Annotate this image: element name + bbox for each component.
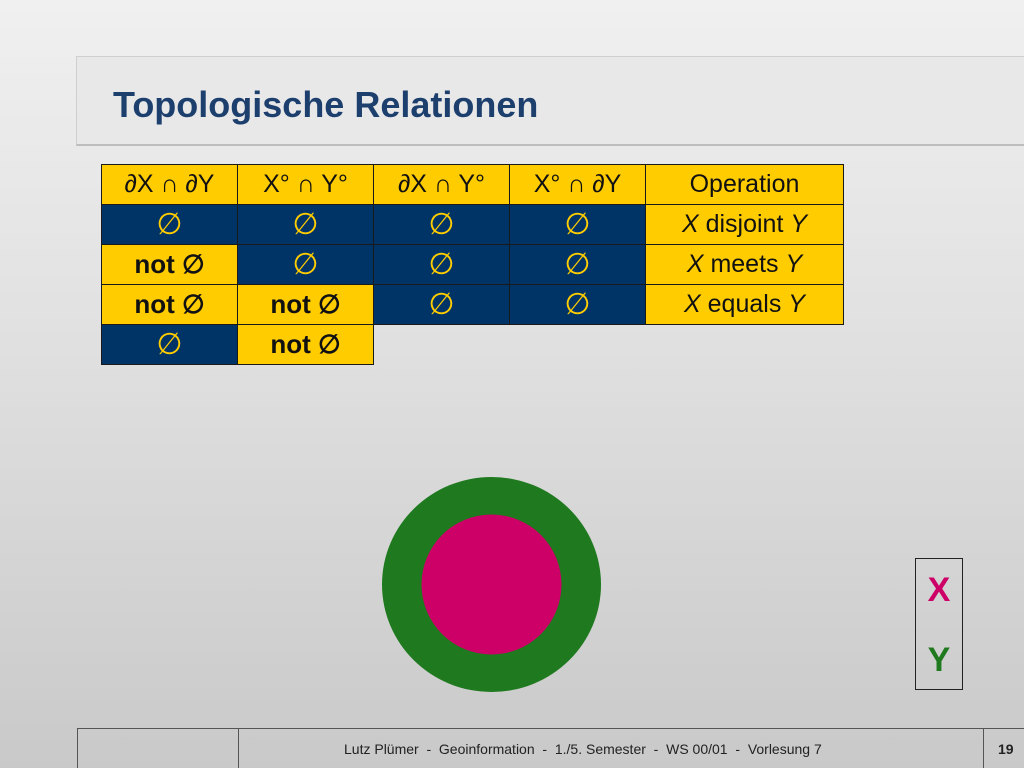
operand-x: X bbox=[684, 290, 701, 318]
header-cell: X° ∩ ∂Y bbox=[509, 164, 646, 205]
empty-set-symbol: ∅ bbox=[156, 208, 183, 241]
operand-x: X bbox=[681, 210, 699, 238]
empty-set-symbol: ∅ bbox=[428, 248, 455, 281]
table-cell: ∅ bbox=[509, 284, 646, 325]
footer-divider bbox=[983, 729, 984, 768]
operation-name: disjoint bbox=[705, 210, 784, 238]
relations-table: ∂X ∩ ∂Y X° ∩ Y° ∂X ∩ Y° X° ∩ ∂Y Operatio… bbox=[101, 164, 844, 365]
operand-x: X bbox=[686, 250, 704, 278]
empty-set-symbol: ∅ bbox=[428, 288, 455, 321]
legend-x-label: X bbox=[927, 571, 951, 609]
table-row: ∅ not ∅ bbox=[101, 324, 844, 365]
footer-text: Lutz Plümer - Geoinformation - 1./5. Sem… bbox=[344, 741, 822, 757]
header-cell: X° ∩ Y° bbox=[237, 164, 374, 205]
slide-title: Topologische Relationen bbox=[113, 84, 539, 125]
region-x-circle bbox=[421, 514, 562, 655]
empty-set-symbol: ∅ bbox=[564, 208, 591, 241]
empty-set-symbol: ∅ bbox=[564, 288, 591, 321]
empty-set-symbol: ∅ bbox=[156, 328, 183, 361]
table-cell: ∅ bbox=[237, 244, 374, 285]
header-cell: ∂X ∩ ∂Y bbox=[101, 164, 238, 205]
not-empty-label: not ∅ bbox=[134, 289, 205, 319]
empty-set-symbol: ∅ bbox=[292, 248, 319, 281]
table-cell: ∅ bbox=[373, 204, 510, 245]
not-empty-label: not ∅ bbox=[270, 289, 341, 319]
operand-y: Y bbox=[785, 250, 803, 278]
legend-y-label: Y bbox=[927, 641, 951, 679]
legend-box: X Y bbox=[915, 558, 963, 690]
operation-cell: X disjoint Y bbox=[645, 204, 844, 245]
empty-set-symbol: ∅ bbox=[292, 208, 319, 241]
blank-cell bbox=[374, 325, 510, 365]
header-cell-operation: Operation bbox=[645, 164, 844, 205]
table-cell: not ∅ bbox=[101, 244, 238, 285]
blank-cell bbox=[646, 325, 844, 365]
page-number: 19 bbox=[998, 741, 1014, 757]
operand-y: Y bbox=[788, 290, 805, 318]
operation-cell: X meets Y bbox=[645, 244, 844, 285]
relation-illustration bbox=[382, 477, 601, 692]
table-cell: ∅ bbox=[101, 204, 238, 245]
table-cell: not ∅ bbox=[237, 324, 374, 365]
footer-divider bbox=[238, 729, 239, 768]
table-cell: ∅ bbox=[509, 204, 646, 245]
title-box bbox=[76, 56, 1024, 146]
empty-set-symbol: ∅ bbox=[428, 208, 455, 241]
table-row: ∅ ∅ ∅ ∅ X disjoint Y bbox=[101, 204, 844, 245]
table-header-row: ∂X ∩ ∂Y X° ∩ Y° ∂X ∩ Y° X° ∩ ∂Y Operatio… bbox=[101, 164, 844, 205]
table-cell: ∅ bbox=[373, 284, 510, 325]
table-row: not ∅ not ∅ ∅ ∅ X equals Y bbox=[101, 284, 844, 325]
not-empty-label: not ∅ bbox=[270, 329, 341, 359]
blank-cell bbox=[510, 325, 646, 365]
table-cell: ∅ bbox=[509, 244, 646, 285]
empty-set-symbol: ∅ bbox=[564, 248, 591, 281]
header-cell: ∂X ∩ Y° bbox=[373, 164, 510, 205]
operation-name: equals bbox=[707, 290, 782, 318]
operand-y: Y bbox=[790, 210, 808, 238]
footer-bar: Lutz Plümer - Geoinformation - 1./5. Sem… bbox=[77, 728, 1024, 768]
table-cell: ∅ bbox=[237, 204, 374, 245]
table-cell: ∅ bbox=[101, 324, 238, 365]
operation-cell: X equals Y bbox=[645, 284, 844, 325]
not-empty-label: not ∅ bbox=[134, 249, 205, 279]
table-cell: not ∅ bbox=[237, 284, 374, 325]
table-cell: not ∅ bbox=[101, 284, 238, 325]
operation-name: meets bbox=[710, 250, 779, 278]
table-row: not ∅ ∅ ∅ ∅ X meets Y bbox=[101, 244, 844, 285]
table-cell: ∅ bbox=[373, 244, 510, 285]
